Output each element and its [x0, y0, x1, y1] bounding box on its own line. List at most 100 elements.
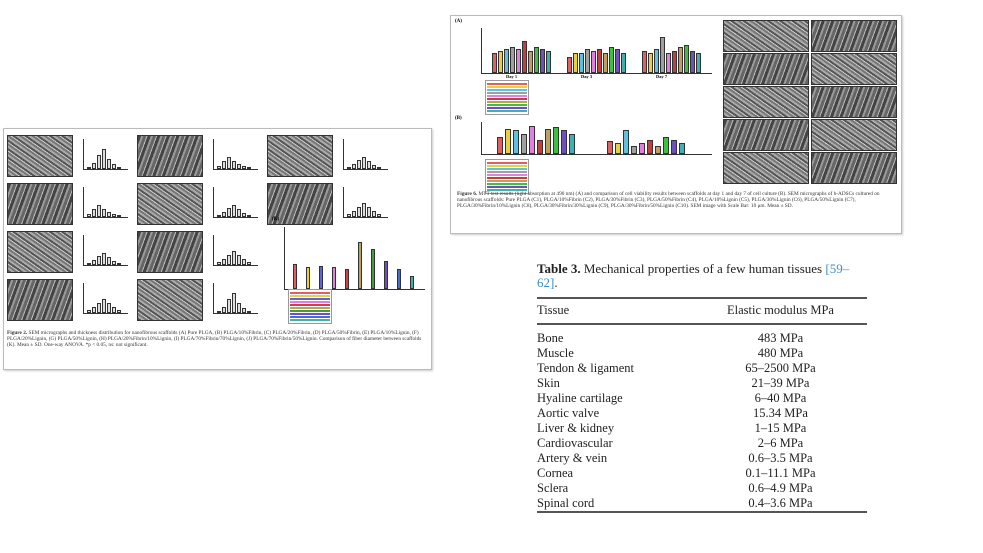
tissue-cell: Skin [537, 376, 560, 390]
diameter-histogram [213, 283, 258, 314]
table-label: Table 3. [537, 261, 581, 276]
bar [522, 41, 527, 73]
histogram-bar [362, 157, 366, 169]
diameter-histogram [213, 235, 258, 266]
histogram-bar [107, 303, 111, 313]
histogram-bar [377, 214, 381, 217]
bar [679, 142, 685, 154]
histogram-bar [367, 161, 371, 169]
legend-swatch [487, 104, 527, 106]
modulus-cell: 65–2500 MPa [745, 361, 816, 375]
bar [615, 49, 620, 73]
histogram-bar [222, 307, 226, 313]
legend-swatch [487, 183, 527, 185]
histogram-bar [352, 164, 356, 169]
diameter-histogram [213, 139, 258, 170]
histogram-bar [232, 251, 236, 265]
bar [609, 47, 614, 73]
bar [621, 53, 626, 73]
bar [521, 134, 527, 154]
histogram-bar [87, 214, 91, 217]
tissue-cell: Bone [537, 331, 564, 345]
tissue-cell: Muscle [537, 346, 574, 360]
chart-legend [288, 289, 332, 324]
histogram-bar [227, 299, 231, 313]
legend-swatch [487, 189, 527, 191]
legend-swatch [290, 292, 330, 294]
bar [513, 130, 519, 154]
histogram-bar [377, 167, 381, 169]
bar [655, 145, 661, 154]
bar [603, 53, 608, 73]
bar [293, 264, 297, 289]
bar [567, 57, 572, 73]
diameter-histogram [343, 139, 388, 170]
histogram-bar [232, 293, 236, 313]
legend-swatch [487, 86, 527, 88]
bar [666, 53, 671, 73]
histogram-bar [227, 157, 231, 169]
bar [660, 37, 665, 73]
histogram-bar [237, 303, 241, 313]
bar [537, 140, 543, 154]
bar [553, 127, 559, 154]
histogram-bar [242, 259, 246, 265]
modulus-cell: 21–39 MPa [751, 376, 810, 390]
sem-cell-image [811, 119, 897, 151]
table-row: Muscle 480 MPa [537, 346, 867, 361]
histogram-bar [347, 167, 351, 169]
modulus-cell: 0.4–3.6 MPa [748, 496, 813, 510]
sem-cell-image [811, 20, 897, 52]
bar [492, 53, 497, 73]
histogram-bar [87, 167, 91, 169]
bar [306, 266, 310, 289]
histogram-bar [237, 164, 241, 169]
histogram-bar [87, 310, 91, 313]
modulus-cell: 483 MPa [757, 331, 804, 345]
bar [319, 265, 323, 289]
histogram-bar [117, 263, 121, 265]
histogram-bar [347, 214, 351, 217]
bar [516, 49, 521, 73]
histogram-bar [107, 257, 111, 265]
bar [358, 241, 362, 289]
modulus-cell: 15.34 MPa [753, 406, 808, 420]
bar [663, 137, 669, 154]
modulus-cell: 6–40 MPa [754, 391, 807, 405]
table-row: Tendon & ligament 65–2500 MPa [537, 361, 867, 376]
histogram-bar [217, 311, 221, 313]
bar [397, 268, 401, 289]
legend-swatch [290, 307, 330, 309]
histogram-bar [232, 161, 236, 169]
histogram-bar [112, 307, 116, 313]
bar [540, 49, 545, 73]
figure-6: (A) Day 1 Day 3 Day 7 (B) Figure 6. MTT te… [450, 15, 902, 234]
histogram-bar [107, 159, 111, 169]
fiber-diameter-chart [284, 227, 425, 290]
histogram-bar [117, 215, 121, 217]
histogram-bar [102, 253, 106, 265]
diameter-histogram [83, 283, 128, 314]
bar [345, 268, 349, 289]
sem-cell-image [723, 119, 809, 151]
sem-cell-image [811, 152, 897, 184]
diameter-histogram [83, 139, 128, 170]
caption-text: MTT test results (light absorption at 49… [457, 191, 880, 210]
bar [642, 51, 647, 73]
histogram-bar [372, 211, 376, 217]
panel-k-label: (K) [272, 217, 280, 222]
reference-link[interactable]: [59–62] [537, 261, 850, 290]
table-title-text: Mechanical properties of a few human tis… [583, 261, 823, 276]
legend-swatch [290, 319, 330, 321]
histogram-bar [112, 261, 116, 265]
bar [371, 248, 375, 289]
bar [569, 134, 575, 154]
bar [647, 140, 653, 154]
modulus-cell: 1–15 MPa [754, 421, 807, 435]
day-label: Day 1 [506, 74, 518, 79]
bar [597, 49, 602, 73]
modulus-cell: 2–6 MPa [757, 436, 804, 450]
sem-image [7, 231, 73, 273]
histogram-bar [92, 163, 96, 169]
caption-text: SEM micrographs and thickness distributi… [7, 330, 422, 349]
